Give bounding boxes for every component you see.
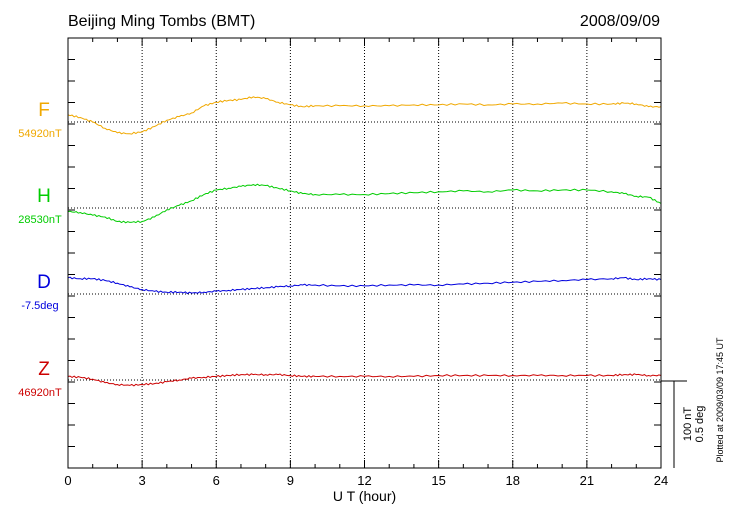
x-tick-labels: 0 3 6 9 12 15 18 21 24 xyxy=(64,473,668,488)
chart-date: 2008/09/09 xyxy=(580,13,660,30)
x-axis-label: U T (hour) xyxy=(333,488,396,504)
x-tick-label-15: 15 xyxy=(431,473,445,488)
series-name-h: H xyxy=(37,186,51,207)
series-name-z: Z xyxy=(38,359,50,380)
x-tick-label-3: 3 xyxy=(139,473,146,488)
plotted-at-footnote: Plotted at 2009/03/09 17:45 UT xyxy=(715,337,725,463)
series-baseline-h: 28530nT xyxy=(18,214,62,226)
series-name-d: D xyxy=(37,272,51,293)
series-name-f: F xyxy=(38,100,50,121)
x-tick-label-18: 18 xyxy=(506,473,520,488)
series-line-d xyxy=(67,276,662,295)
series-baseline-d: -7.5deg xyxy=(21,300,58,312)
x-tick-label-9: 9 xyxy=(287,473,294,488)
x-tick-label-0: 0 xyxy=(64,473,71,488)
series-line-f xyxy=(67,96,662,135)
x-tick-label-12: 12 xyxy=(357,473,371,488)
series-line-h xyxy=(67,183,662,224)
plot-frame xyxy=(67,37,662,469)
series-baseline-z: 46920nT xyxy=(18,387,62,399)
scale-bar-deg-label: 0.5 deg xyxy=(694,406,706,443)
series-line-z xyxy=(67,373,662,387)
x-tick-label-24: 24 xyxy=(654,473,668,488)
series-labels: F 54920nT H 28530nT D -7.5deg Z 46920nT xyxy=(18,100,62,399)
scale-bar: 100 nT 0.5 deg xyxy=(661,380,706,468)
series-baseline-f: 54920nT xyxy=(18,128,62,140)
chart-title: Beijing Ming Tombs (BMT) xyxy=(68,13,255,30)
scale-bar-nt-label: 100 nT xyxy=(682,407,694,442)
series-lines xyxy=(67,96,662,387)
x-tick-label-21: 21 xyxy=(580,473,594,488)
x-tick-label-6: 6 xyxy=(213,473,220,488)
